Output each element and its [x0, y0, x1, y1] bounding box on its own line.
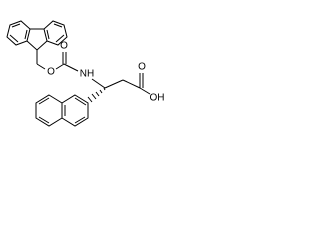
naphthalene [35, 94, 89, 127]
double-bond [74, 116, 86, 124]
bond [104, 79, 124, 89]
bond [26, 40, 48, 51]
double-bond [53, 23, 63, 28]
double-bond [38, 97, 50, 105]
atom-label: O [60, 41, 68, 52]
bond [122, 79, 141, 89]
bond [55, 63, 65, 70]
bond [63, 63, 79, 72]
bond [36, 63, 46, 70]
hash [99, 89, 103, 94]
hash [103, 87, 106, 91]
structure-diagram: O O NH O OH [6, 20, 165, 127]
double-bond [11, 23, 21, 28]
double-bond [74, 97, 87, 106]
hash [95, 91, 100, 97]
bond-ring [35, 94, 63, 127]
atom-label: O [47, 67, 55, 78]
atom-label: NH [80, 69, 94, 80]
bond [139, 87, 151, 95]
atom-label: O [138, 62, 146, 73]
hashed-bond [87, 87, 106, 103]
double-bond [38, 116, 50, 124]
double-bond [9, 34, 19, 43]
bond [91, 78, 106, 89]
hash [87, 96, 93, 103]
fluorene [6, 20, 68, 51]
hash [91, 93, 97, 100]
double-bond [46, 29, 50, 40]
atom-label: OH [150, 93, 165, 104]
double-bond [55, 34, 65, 43]
bond-ring [61, 94, 89, 127]
double-bond [24, 29, 28, 40]
